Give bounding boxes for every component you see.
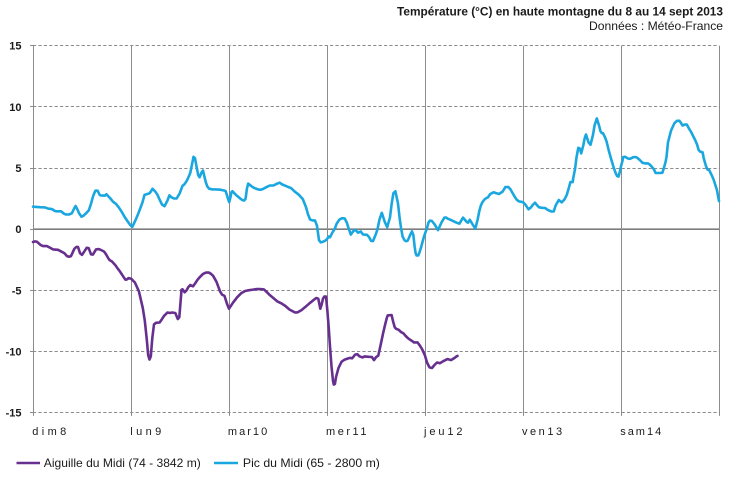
- svg-text:10: 10: [9, 102, 21, 114]
- svg-text:-15: -15: [6, 408, 22, 420]
- svg-text:mar10: mar10: [228, 426, 267, 438]
- svg-text:Pic du Midi (65 - 2800 m): Pic du Midi (65 - 2800 m): [243, 456, 380, 470]
- svg-text:15: 15: [9, 41, 21, 53]
- svg-text:0: 0: [15, 224, 21, 236]
- svg-text:-10: -10: [6, 347, 22, 359]
- svg-text:Température (°C) en haute mont: Température (°C) en haute montagne du 8 …: [397, 5, 723, 19]
- svg-text:jeu12: jeu12: [423, 426, 463, 438]
- svg-text:ven13: ven13: [522, 426, 562, 438]
- svg-text:-5: -5: [12, 285, 22, 297]
- svg-text:Aiguille du Midi (74 - 3842 m): Aiguille du Midi (74 - 3842 m): [44, 456, 201, 470]
- svg-text:sam14: sam14: [620, 426, 661, 438]
- svg-text:Données : Météo-France: Données : Météo-France: [589, 19, 723, 33]
- svg-text:mer11: mer11: [326, 426, 367, 438]
- svg-text:5: 5: [15, 163, 21, 175]
- svg-text:dim8: dim8: [32, 426, 66, 438]
